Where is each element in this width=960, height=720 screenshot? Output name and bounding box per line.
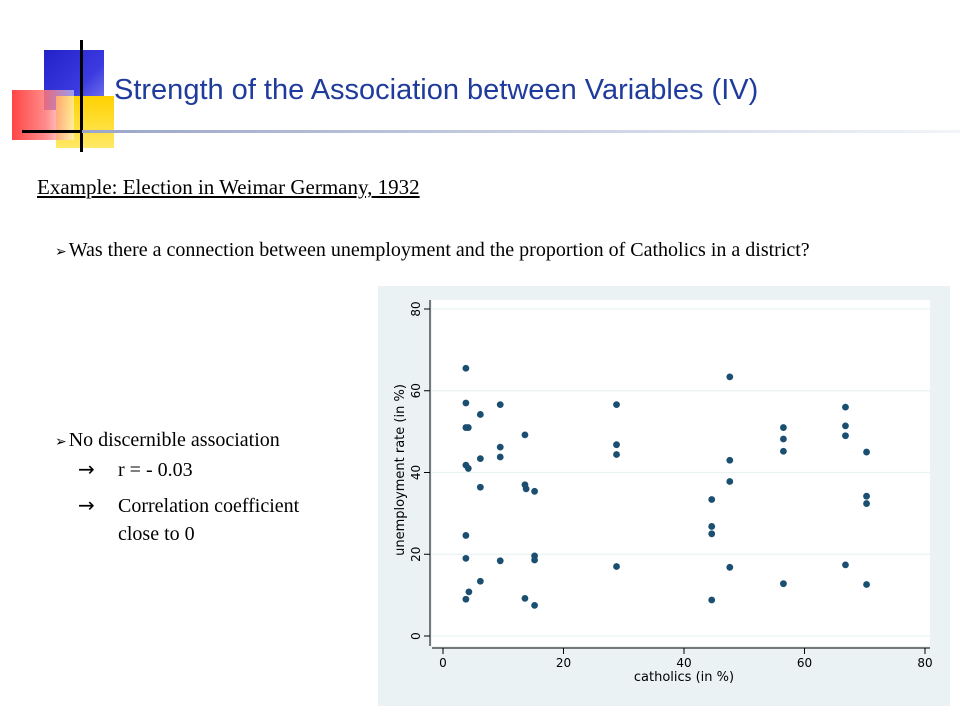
- data-point: [863, 492, 870, 500]
- data-point: [780, 580, 787, 588]
- x-tick-label: 60: [797, 656, 812, 670]
- y-axis-label: unemployment rate (in %): [393, 384, 408, 556]
- data-point: [462, 364, 470, 372]
- y-tick-label: 80: [409, 301, 423, 316]
- data-point: [613, 401, 620, 409]
- grid-lines: [432, 308, 930, 637]
- data-point: [476, 577, 484, 585]
- data-point: [613, 441, 620, 449]
- slide-title: Strength of the Association between Vari…: [114, 74, 759, 106]
- y-tick-label: 60: [409, 383, 423, 398]
- r-value-text: r = - 0.03: [118, 459, 193, 481]
- data-point: [863, 581, 870, 588]
- x-tick-label: 0: [439, 656, 447, 670]
- bullet-arrow-icon: ➢: [55, 434, 67, 450]
- scatter-chart: 0 20 40 60 80 0 20 40 60 80 catholics (in %) unem…: [393, 300, 933, 685]
- data-point: [462, 532, 470, 539]
- data-point: [521, 594, 529, 602]
- data-point: [465, 588, 473, 596]
- data-point: [842, 422, 849, 430]
- data-point: [708, 523, 716, 530]
- data-point: [842, 432, 849, 440]
- data-point: [531, 556, 538, 564]
- data-point: [780, 424, 787, 431]
- sub-bullet-coefficient: → Correlation coefficient: [78, 493, 299, 518]
- data-point: [496, 453, 504, 461]
- logo-horizontal-line: [22, 130, 127, 133]
- bullet-arrow-icon: ➢: [55, 244, 67, 260]
- y-tick-label: 40: [409, 465, 423, 480]
- data-point: [521, 431, 529, 439]
- data-point: [726, 563, 734, 571]
- right-arrow-icon: →: [78, 457, 95, 481]
- sub-bullet-close-to-zero: close to 0: [118, 523, 195, 545]
- bullet-conclusion: ➢ No discernible association: [55, 427, 385, 456]
- data-point: [476, 483, 484, 491]
- data-point: [464, 465, 472, 472]
- data-point: [780, 435, 787, 443]
- data-point: [708, 530, 716, 538]
- data-point: [522, 485, 530, 493]
- data-point: [462, 554, 470, 562]
- data-point: [863, 500, 870, 507]
- data-point: [462, 399, 470, 407]
- data-point: [464, 424, 472, 431]
- data-point: [726, 456, 734, 464]
- coefficient-text: Correlation coefficient: [118, 495, 300, 517]
- x-axis-label: catholics (in %): [634, 670, 734, 685]
- bullet-question: ➢ Was there a connection between unemploy…: [55, 237, 895, 266]
- x-tick-label: 80: [917, 656, 932, 670]
- slide-logo: [0, 0, 140, 160]
- data-point: [726, 373, 734, 381]
- x-tick-label: 40: [676, 656, 691, 670]
- data-point: [496, 557, 504, 565]
- data-point: [726, 478, 734, 485]
- sub-bullet-r-value: → r = - 0.03: [78, 457, 193, 482]
- data-point: [863, 448, 870, 456]
- data-point: [476, 411, 484, 418]
- data-point: [476, 455, 484, 463]
- data-point: [531, 601, 538, 609]
- bullet-conclusion-text: No discernible association: [68, 429, 280, 451]
- y-tick-label: 0: [409, 632, 423, 640]
- right-arrow-icon: →: [78, 493, 95, 517]
- bullet-question-text: Was there a connection between unemploym…: [68, 239, 810, 261]
- slide-subtitle: Example: Election in Weimar Germany, 193…: [37, 175, 420, 199]
- data-point: [613, 451, 620, 458]
- x-tick-label: 20: [556, 656, 571, 670]
- data-point: [496, 401, 504, 409]
- data-point: [842, 561, 849, 569]
- y-tick-label: 20: [409, 547, 423, 562]
- axis-ticks: 0 20 40 60 80 0 20 40 60 80: [409, 301, 933, 670]
- data-point: [613, 563, 620, 570]
- data-points: [462, 364, 870, 609]
- data-point: [462, 595, 470, 603]
- title-divider: [82, 130, 960, 133]
- data-point: [708, 496, 716, 503]
- data-point: [531, 487, 538, 495]
- data-point: [780, 447, 787, 455]
- data-point: [842, 403, 849, 411]
- data-point: [496, 443, 504, 451]
- logo-vertical-line: [80, 40, 83, 152]
- data-point: [708, 596, 716, 604]
